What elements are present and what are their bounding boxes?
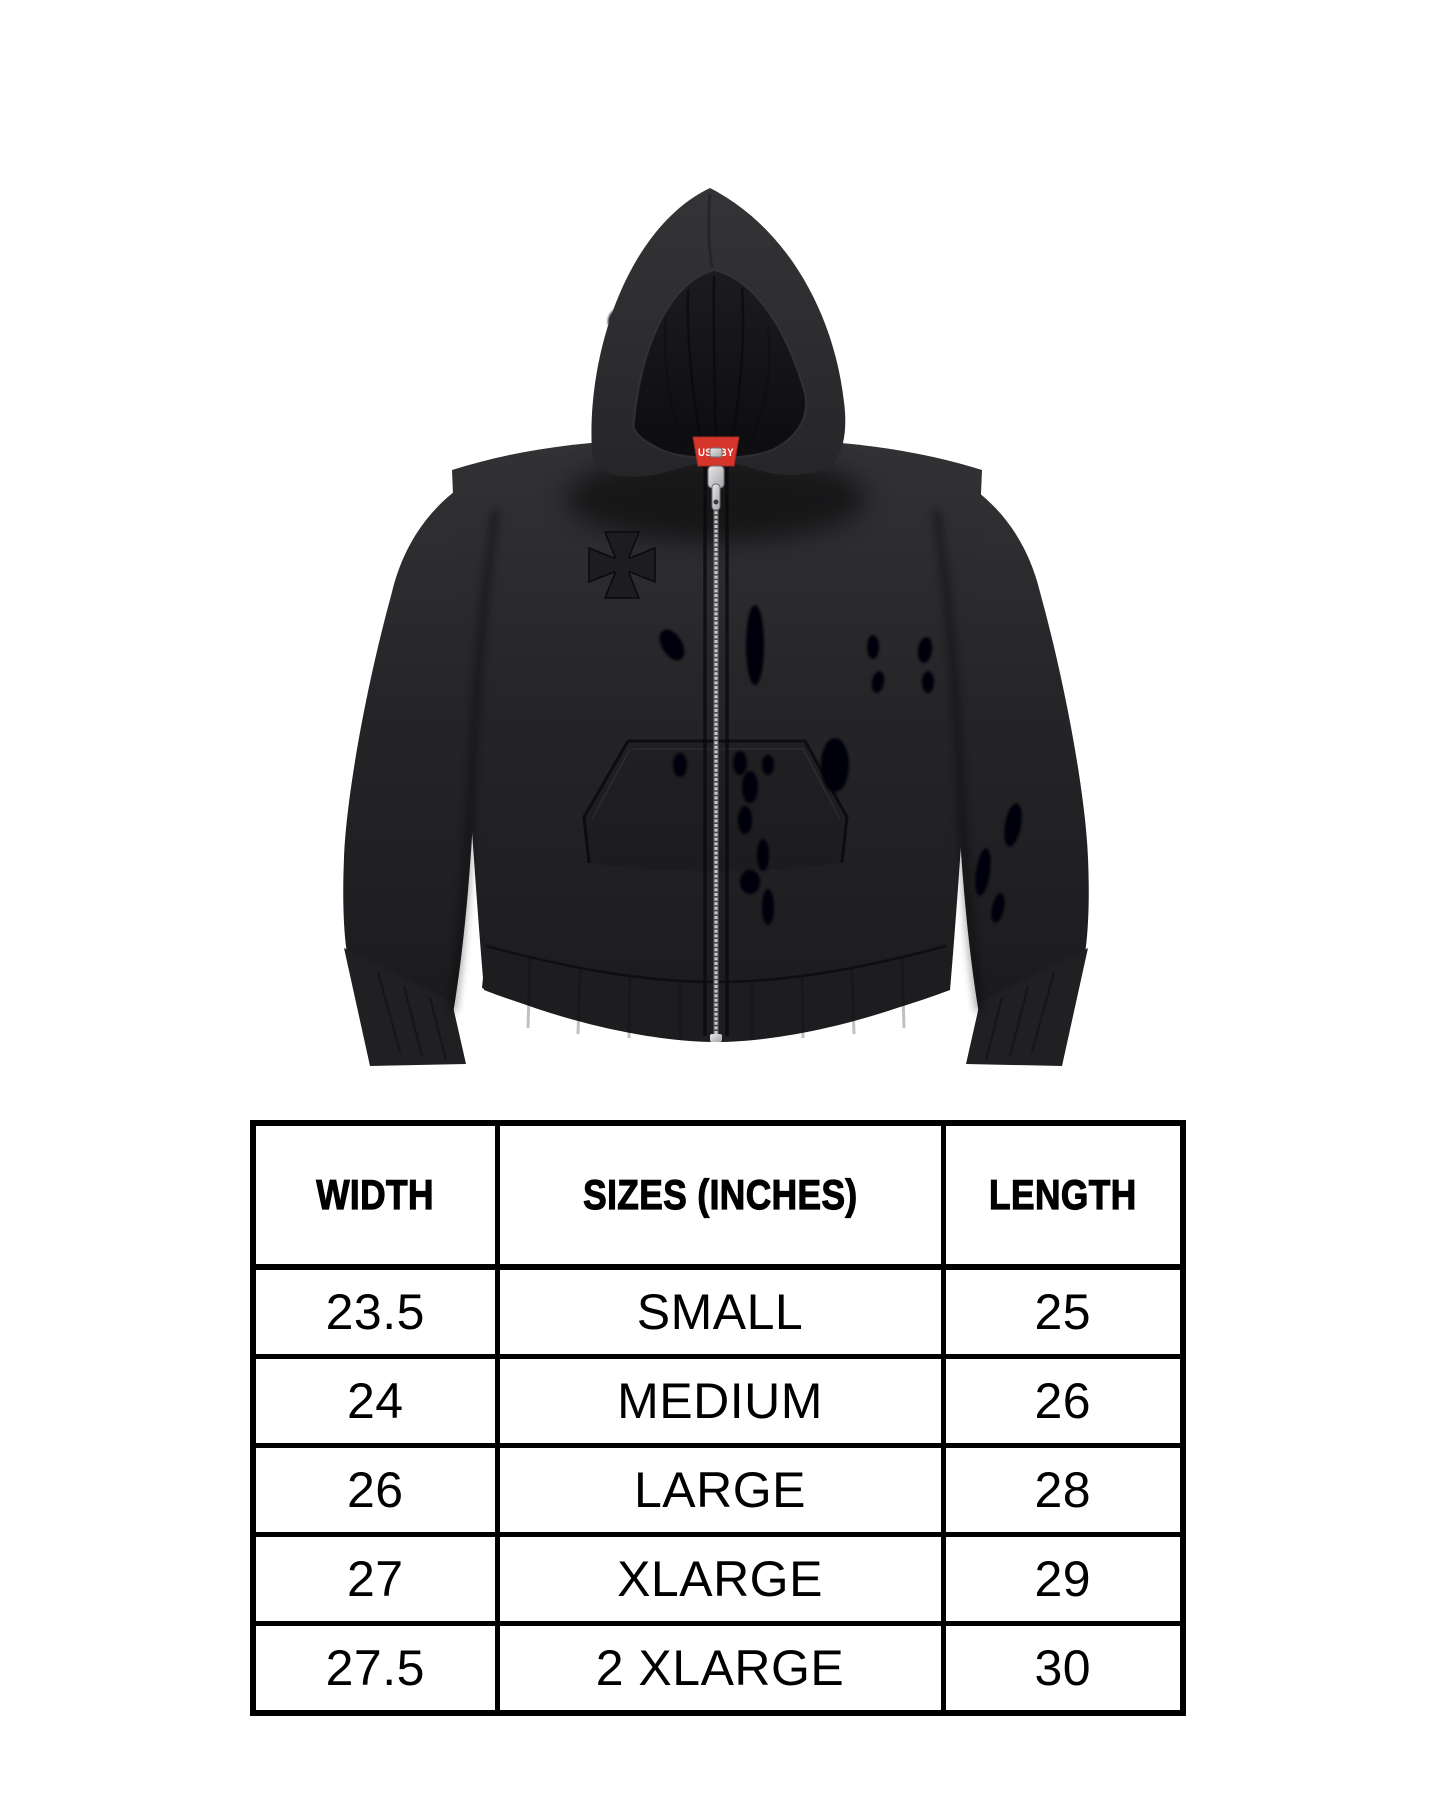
distressed-holes xyxy=(608,309,1022,925)
right-cuff xyxy=(966,948,1088,1066)
hood-interior xyxy=(633,270,806,458)
cell-length: 29 xyxy=(940,1532,1186,1626)
col-header-length: LENGTH xyxy=(940,1120,1186,1270)
left-cuff xyxy=(344,948,466,1066)
cell-length: 28 xyxy=(940,1443,1186,1537)
hood-folds xyxy=(663,275,771,454)
cell-width: 27 xyxy=(250,1532,500,1626)
cell-size: MEDIUM xyxy=(494,1354,946,1448)
hoodie-illustration: USNBY xyxy=(343,188,1089,1066)
table-row-large: 26 LARGE 28 xyxy=(250,1443,1186,1537)
table-row-2xlarge: 27.5 2 XLARGE 30 xyxy=(250,1621,1186,1716)
cell-length: 30 xyxy=(940,1621,1186,1716)
chest-emblem xyxy=(588,531,656,599)
size-chart-table: WIDTH SIZES (INCHES) LENGTH 23.5 SMALL 2… xyxy=(250,1120,1186,1716)
col-header-width: WIDTH xyxy=(250,1120,500,1270)
ribbed-hem xyxy=(482,944,950,1042)
cell-size: SMALL xyxy=(494,1264,946,1359)
cell-width: 27.5 xyxy=(250,1621,500,1716)
right-sleeve xyxy=(894,454,1089,1066)
col-header-sizes: SIZES (INCHES) xyxy=(494,1120,946,1270)
cell-size: XLARGE xyxy=(494,1532,946,1626)
cell-size: 2 XLARGE xyxy=(494,1621,946,1716)
cell-size: LARGE xyxy=(494,1443,946,1537)
hood xyxy=(591,188,846,477)
left-sleeve xyxy=(343,454,538,1066)
table-row-medium: 24 MEDIUM 26 xyxy=(250,1354,1186,1448)
table-row-xlarge: 27 XLARGE 29 xyxy=(250,1532,1186,1626)
zipper-slider xyxy=(707,447,725,511)
cell-width: 26 xyxy=(250,1443,500,1537)
cell-length: 25 xyxy=(940,1264,1186,1359)
cell-width: 23.5 xyxy=(250,1264,500,1359)
cell-width: 24 xyxy=(250,1354,500,1448)
zipper xyxy=(703,456,729,1042)
size-chart-header-row: WIDTH SIZES (INCHES) LENGTH xyxy=(250,1120,1186,1270)
cell-length: 26 xyxy=(940,1354,1186,1448)
table-row-small: 23.5 SMALL 25 xyxy=(250,1264,1186,1359)
product-photo: USNBY xyxy=(300,150,1150,1100)
